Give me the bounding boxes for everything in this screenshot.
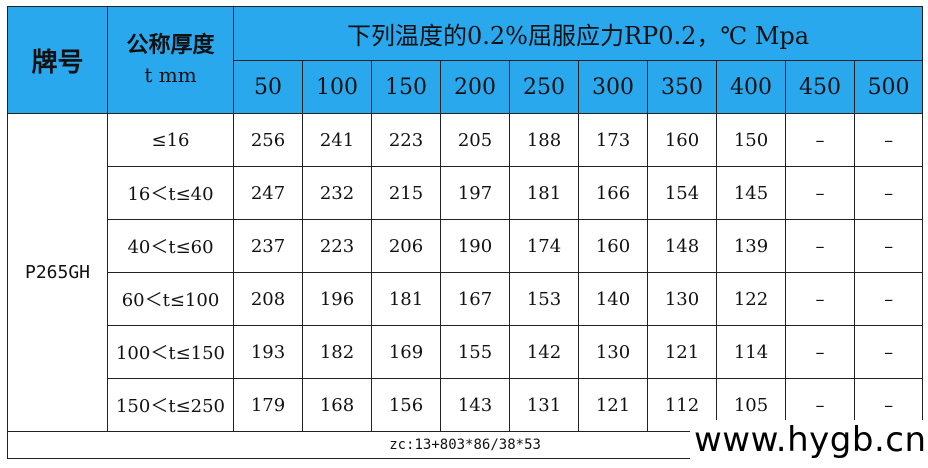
stress-value-cell: 168 <box>302 378 372 432</box>
stress-value-cell: 197 <box>440 166 510 220</box>
temperature-header-cell: 500 <box>853 60 924 114</box>
table-row: 16＜t≤40 247 232 215 197 181 166 154 145– – <box>8 166 924 220</box>
thickness-range-cell: 40＜t≤60 <box>107 219 234 273</box>
thickness-header-label: 公称厚度 <box>126 32 215 58</box>
stress-value-cell: 153 <box>509 272 579 326</box>
thickness-header-unit: t mm <box>144 63 197 87</box>
stress-value-cell: 166 <box>578 166 648 220</box>
stress-value-cell: 190 <box>440 219 510 273</box>
stress-value-cell: 206 <box>371 219 441 273</box>
stress-value-cell: – <box>853 219 924 273</box>
stress-value-cell: 247 <box>233 166 303 220</box>
stress-value-cell: 156 <box>371 378 441 432</box>
stress-value-cell: 154 <box>647 166 717 220</box>
temperature-header-cell: 50 <box>233 60 303 114</box>
thickness-range-cell: 100＜t≤150 <box>107 325 234 379</box>
stress-value-cell: 232 <box>302 166 372 220</box>
temperature-header-cell: 150 <box>371 60 441 114</box>
stress-value-cell: 142 <box>509 325 579 379</box>
stress-value-cell: – <box>853 166 924 220</box>
stress-value-cell: – <box>785 325 855 379</box>
table-row: 100＜t≤150 193 182 169 155 142 130 121 114– – <box>8 325 924 379</box>
stress-value-cell: 155 <box>440 325 510 379</box>
table-row: 60＜t≤100 208 196 181 167 153 140 130 122– – <box>8 272 924 326</box>
temperature-header-cell: 200 <box>440 60 510 114</box>
stress-value-cell: 140 <box>578 272 648 326</box>
temperature-header-cell: 100 <box>302 60 372 114</box>
grade-header: 牌号 <box>7 6 108 114</box>
stress-value-cell: 193 <box>233 325 303 379</box>
stress-value-cell: 196 <box>302 272 372 326</box>
stress-value-cell: 256 <box>233 113 303 167</box>
stress-value-cell: 179 <box>233 378 303 432</box>
stress-value-cell: 160 <box>647 113 717 167</box>
stress-value-cell: 160 <box>578 219 648 273</box>
stress-value-cell: 130 <box>647 272 717 326</box>
stress-value-cell: 121 <box>578 378 648 432</box>
stress-value-cell: 143 <box>440 378 510 432</box>
stress-value-cell: – <box>785 166 855 220</box>
yield-stress-table: 牌号 公称厚度 t mm 下列温度的0.2%屈服应力RP0.2，℃ Mpa 50… <box>6 6 924 459</box>
stress-value-cell: – <box>785 272 855 326</box>
stress-value-cell: 241 <box>302 113 372 167</box>
table-row: 150＜t≤250 179 168 156 143 131 121 112 105– – <box>8 378 924 432</box>
stress-value-cell: 205 <box>440 113 510 167</box>
stress-value-cell: 150 <box>716 113 786 167</box>
temperature-header-cell: 450 <box>785 60 855 114</box>
thickness-range-cell: 60＜t≤100 <box>107 272 234 326</box>
thickness-header: 公称厚度 t mm <box>107 6 234 114</box>
site-watermark: www.hygb.cn <box>690 420 928 460</box>
thickness-range-cell: ≤16 <box>107 113 234 167</box>
stress-value-cell: – <box>853 113 924 167</box>
stress-value-cell: – <box>853 325 924 379</box>
stress-value-cell: 114 <box>716 325 786 379</box>
stress-value-cell: 208 <box>233 272 303 326</box>
stress-value-cell: 182 <box>302 325 372 379</box>
table-row: P265GH ≤16 256 241 223 205 188 173 160 150– – <box>7 113 924 432</box>
stress-value-cell: 131 <box>509 378 579 432</box>
thickness-range-cell: 16＜t≤40 <box>107 166 234 220</box>
stress-value-cell: 145 <box>716 166 786 220</box>
stress-value-cell: 167 <box>440 272 510 326</box>
stress-value-cell: – <box>785 219 855 273</box>
temperature-header-cell: 350 <box>647 60 717 114</box>
stress-value-cell: 174 <box>509 219 579 273</box>
stress-value-cell: – <box>785 113 855 167</box>
thickness-range-cell: 150＜t≤250 <box>107 378 234 432</box>
stress-value-cell: 139 <box>716 219 786 273</box>
temperature-header-cell: 400 <box>716 60 786 114</box>
stress-value-cell: 237 <box>233 219 303 273</box>
stress-value-cell: 130 <box>578 325 648 379</box>
stress-value-cell: 181 <box>509 166 579 220</box>
stress-value-cell: 148 <box>647 219 717 273</box>
temperature-group-title: 下列温度的0.2%屈服应力RP0.2，℃ Mpa <box>232 6 924 61</box>
stress-value-cell: – <box>853 272 924 326</box>
stress-value-cell: 215 <box>371 166 441 220</box>
table-row: 40＜t≤60 237 223 206 190 174 160 148 139– – <box>8 219 924 273</box>
temperature-header-cell: 250 <box>509 60 579 114</box>
temperature-header-cell: 300 <box>578 60 648 114</box>
stress-value-cell: 223 <box>371 113 441 167</box>
grade-cell: P265GH <box>7 113 108 432</box>
stress-value-cell: 121 <box>647 325 717 379</box>
stress-value-cell: 122 <box>716 272 786 326</box>
stress-value-cell: 169 <box>371 325 441 379</box>
stress-value-cell: 173 <box>578 113 648 167</box>
stress-value-cell: 112 <box>647 378 717 432</box>
stress-value-cell: 181 <box>371 272 441 326</box>
stress-value-cell: 223 <box>302 219 372 273</box>
stress-value-cell: 188 <box>509 113 579 167</box>
